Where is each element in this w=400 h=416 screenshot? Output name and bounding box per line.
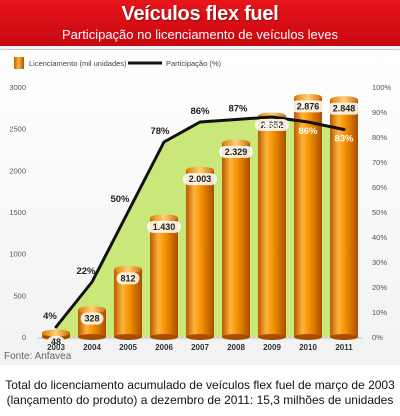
- bar-value-label: 2.876: [297, 101, 320, 111]
- bar-label-bg: [116, 272, 140, 285]
- x-tick-label: 2008: [227, 343, 245, 352]
- bar-2008: [222, 139, 250, 340]
- right-tick-label: 30%: [372, 258, 387, 267]
- x-axis-ticks: 2003 2004 2005 2006 2007 2008 2009 2010 2011: [47, 343, 353, 352]
- bar-base: [78, 334, 106, 340]
- chart-legend: Licenciamento (mil unidades) Participação…: [14, 57, 222, 69]
- total-note-line-1: Total do licenciamento acumulado de veíc…: [5, 378, 395, 392]
- x-tick-label: 2009: [263, 343, 281, 352]
- right-tick-label: 70%: [372, 158, 387, 167]
- x-tick-label: 2010: [299, 343, 317, 352]
- bar-value-label: 2.003: [189, 174, 212, 184]
- bar-base: [330, 334, 358, 340]
- participation-line: [54, 115, 346, 329]
- bar-label-bg: [147, 220, 181, 233]
- bar-base: [258, 334, 286, 340]
- source-note: Fonte: Anfavea: [4, 351, 72, 362]
- bar-label-bg: [255, 119, 289, 131]
- bar-body: [258, 116, 286, 337]
- participation-label: 86%: [190, 106, 210, 117]
- chart-subtitle: Participação no licenciamento de veículo…: [61, 27, 339, 42]
- bar-label-bg: [183, 173, 217, 186]
- left-tick-label: 1500: [9, 208, 26, 217]
- x-tick-label: 2005: [119, 343, 137, 352]
- participation-label: 83%: [334, 134, 354, 145]
- data-labels: 48 328 812 1.430 2.003 2.329 2.652 2.876 2.848 4%…: [43, 100, 361, 348]
- bar-cap: [222, 139, 250, 147]
- left-tick-label: 3000: [9, 83, 26, 92]
- right-tick-label: 20%: [372, 283, 387, 292]
- bar-body: [222, 142, 250, 337]
- left-tick-label: 1000: [9, 250, 26, 259]
- bar-value-label: 2.652: [261, 120, 284, 130]
- bar-cap: [78, 306, 106, 314]
- bar-label-bg: [80, 312, 104, 325]
- x-tick-label: 2004: [83, 343, 101, 352]
- bar-cap: [114, 265, 142, 273]
- bar-label-bg: [291, 100, 325, 113]
- total-note: Total do licenciamento acumulado de veíc…: [0, 378, 400, 408]
- right-tick-label: 60%: [372, 183, 387, 192]
- x-tick-label: 2007: [191, 343, 209, 352]
- right-tick-label: 100%: [372, 83, 392, 92]
- bar-base: [186, 334, 214, 340]
- bar-base: [150, 334, 178, 340]
- participation-label: 4%: [43, 311, 57, 322]
- x-tick-label: 2006: [155, 343, 173, 352]
- bar-cap: [150, 214, 178, 222]
- left-tick-label: 2500: [9, 125, 26, 134]
- bar-base: [222, 334, 250, 340]
- right-tick-label: 90%: [372, 108, 387, 117]
- bar-value-label: 812: [120, 273, 135, 283]
- participation-label: 50%: [110, 194, 130, 205]
- left-tick-label: 500: [13, 291, 26, 300]
- x-tick-label: 2011: [335, 343, 353, 352]
- bar-label-bg: [327, 102, 361, 115]
- left-tick-label: 2000: [9, 166, 26, 175]
- bar-value-label: 1.430: [153, 222, 176, 232]
- bar-2006: [150, 214, 178, 340]
- chart-title: Veículos flex fuel: [121, 3, 279, 25]
- left-tick-label: 0: [22, 333, 26, 342]
- bar-label-bg: [219, 145, 253, 158]
- right-tick-label: 50%: [372, 208, 387, 217]
- bar-body: [150, 217, 178, 337]
- right-axis: 0% 10% 20% 30% 40% 50% 60% 70% 80% 90% 100%: [372, 83, 392, 342]
- bar-base: [114, 334, 142, 340]
- right-tick-label: 80%: [372, 133, 387, 142]
- bar-value-label: 328: [84, 314, 99, 324]
- participation-label: 87%: [228, 104, 248, 115]
- bar-cap: [186, 166, 214, 174]
- participation-label: 88%: [262, 121, 282, 132]
- bar-2010: [294, 93, 322, 340]
- bar-base: [294, 334, 322, 340]
- bar-series: [42, 93, 358, 340]
- legend-swatch-bars: [14, 57, 24, 69]
- participation-label: 78%: [150, 126, 170, 137]
- right-tick-label: 40%: [372, 233, 387, 242]
- participation-label: 86%: [298, 126, 318, 137]
- bar-2007: [186, 166, 214, 340]
- bar-cap: [330, 96, 358, 104]
- bar-body: [186, 170, 214, 337]
- legend-label-line: Participação (%): [166, 59, 222, 68]
- bar-body: [294, 97, 322, 337]
- total-note-line-2: (lançamento do produto) a dezembro de 20…: [6, 393, 394, 407]
- bar-cap: [294, 93, 322, 101]
- chart-header: Veículos flex fuel Participação no licen…: [0, 0, 400, 49]
- legend-label-bars: Licenciamento (mil unidades): [29, 59, 127, 68]
- bar-value-label: 2.329: [225, 147, 248, 157]
- bar-2011: [330, 96, 358, 340]
- x-tick-label: 2003: [47, 343, 65, 352]
- bar-cap: [42, 329, 70, 337]
- right-tick-label: 10%: [372, 308, 387, 317]
- bar-2009: [258, 112, 286, 340]
- participation-label: 22%: [76, 266, 96, 277]
- right-tick-label: 0%: [372, 333, 383, 342]
- bar-value-label: 48: [51, 337, 61, 347]
- bar-value-label: 2.848: [333, 104, 356, 114]
- bar-body: [330, 99, 358, 338]
- bar-label-bg: [47, 336, 65, 348]
